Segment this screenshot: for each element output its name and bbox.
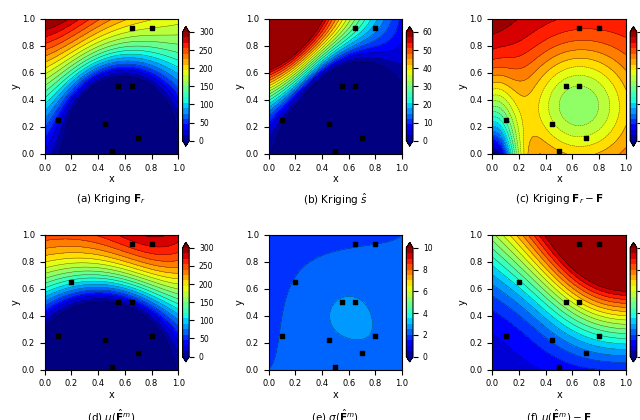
PathPatch shape xyxy=(182,141,189,146)
Point xyxy=(574,25,584,31)
PathPatch shape xyxy=(406,242,413,248)
Point xyxy=(547,336,557,343)
Text: (d) $\mu(\hat{\mathbf{F}}^m)$: (d) $\mu(\hat{\mathbf{F}}^m)$ xyxy=(87,407,136,420)
X-axis label: x: x xyxy=(109,390,115,400)
Point xyxy=(574,299,584,305)
Text: (a) Kriging $\mathbf{F}_r$: (a) Kriging $\mathbf{F}_r$ xyxy=(76,192,147,205)
Point xyxy=(113,299,124,305)
Point xyxy=(574,83,584,90)
Text: (f) $\mu(\hat{\mathbf{F}}^m) - \mathbf{F}$: (f) $\mu(\hat{\mathbf{F}}^m) - \mathbf{F… xyxy=(527,407,592,420)
Point xyxy=(357,134,367,141)
Point xyxy=(337,83,347,90)
Point xyxy=(350,83,360,90)
X-axis label: x: x xyxy=(332,390,338,400)
Y-axis label: y: y xyxy=(234,299,244,305)
Point xyxy=(561,83,571,90)
X-axis label: x: x xyxy=(332,174,338,184)
Point xyxy=(580,350,591,357)
Point xyxy=(113,83,124,90)
X-axis label: x: x xyxy=(109,174,115,184)
Point xyxy=(561,299,571,305)
Point xyxy=(594,333,604,339)
PathPatch shape xyxy=(182,26,189,32)
PathPatch shape xyxy=(406,26,413,32)
Point xyxy=(127,241,137,247)
Point xyxy=(350,25,360,31)
Point xyxy=(290,278,300,285)
Point xyxy=(100,121,110,128)
Point xyxy=(370,25,380,31)
Point xyxy=(106,148,116,155)
PathPatch shape xyxy=(630,26,637,32)
Point xyxy=(277,333,287,339)
Point xyxy=(554,364,564,370)
PathPatch shape xyxy=(182,357,189,362)
Point xyxy=(106,364,116,370)
PathPatch shape xyxy=(182,242,189,248)
Point xyxy=(357,350,367,357)
Point xyxy=(514,278,524,285)
Point xyxy=(554,148,564,155)
PathPatch shape xyxy=(630,141,637,146)
X-axis label: x: x xyxy=(556,390,562,400)
Point xyxy=(133,134,143,141)
Y-axis label: y: y xyxy=(10,84,20,89)
Point xyxy=(330,148,340,155)
PathPatch shape xyxy=(630,357,637,362)
Point xyxy=(330,364,340,370)
Point xyxy=(277,117,287,123)
Point xyxy=(580,134,591,141)
PathPatch shape xyxy=(406,141,413,146)
Point xyxy=(324,121,334,128)
Point xyxy=(53,117,63,123)
Point xyxy=(500,333,511,339)
Point xyxy=(147,333,157,339)
Y-axis label: y: y xyxy=(234,84,244,89)
Text: (e) $\sigma(\hat{\mathbf{F}}^m)$: (e) $\sigma(\hat{\mathbf{F}}^m)$ xyxy=(311,407,359,420)
X-axis label: x: x xyxy=(556,174,562,184)
Point xyxy=(594,25,604,31)
PathPatch shape xyxy=(630,242,637,248)
Point xyxy=(500,117,511,123)
Y-axis label: y: y xyxy=(10,299,20,305)
Y-axis label: y: y xyxy=(458,299,468,305)
Point xyxy=(147,241,157,247)
Point xyxy=(127,299,137,305)
Text: (c) Kriging $\mathbf{F}_r - \mathbf{F}$: (c) Kriging $\mathbf{F}_r - \mathbf{F}$ xyxy=(515,192,604,205)
Point xyxy=(574,241,584,247)
Point xyxy=(127,83,137,90)
Point xyxy=(370,333,380,339)
Point xyxy=(324,336,334,343)
Point xyxy=(53,333,63,339)
Point xyxy=(133,350,143,357)
Point xyxy=(547,121,557,128)
Point xyxy=(337,299,347,305)
Point xyxy=(147,25,157,31)
Y-axis label: y: y xyxy=(458,84,468,89)
Point xyxy=(100,336,110,343)
Point xyxy=(594,241,604,247)
Text: (b) Kriging $\hat{s}$: (b) Kriging $\hat{s}$ xyxy=(303,192,368,208)
Point xyxy=(350,299,360,305)
Point xyxy=(67,278,77,285)
PathPatch shape xyxy=(406,357,413,362)
Point xyxy=(370,241,380,247)
Point xyxy=(350,241,360,247)
Point xyxy=(127,25,137,31)
